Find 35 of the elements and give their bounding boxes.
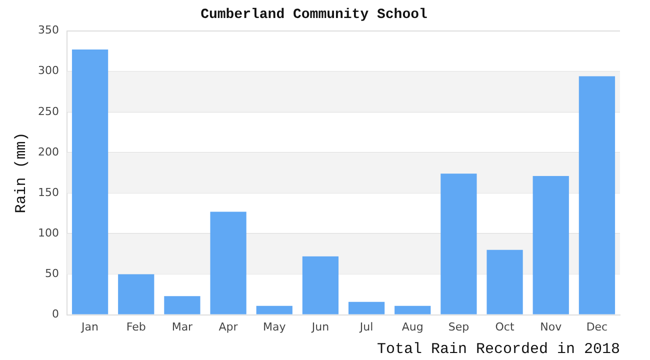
y-tick-label: 200 — [38, 145, 59, 158]
bar — [118, 274, 154, 314]
x-tick-label: Mar — [172, 320, 194, 334]
x-tick-label: Apr — [218, 320, 238, 334]
y-tick-label: 250 — [38, 104, 59, 118]
y-tick-label: 50 — [44, 267, 59, 280]
bar — [486, 250, 523, 314]
bar — [164, 296, 200, 314]
bar — [394, 306, 431, 314]
bar — [72, 49, 108, 314]
y-tick-label: 150 — [38, 186, 59, 199]
x-tick-label: Jul — [358, 320, 374, 334]
bar — [348, 302, 385, 314]
bar — [532, 176, 569, 314]
y-tick-label: 0 — [52, 308, 59, 321]
bar — [302, 256, 339, 314]
x-tick-label: Dec — [586, 320, 608, 334]
x-tick-label: Nov — [540, 320, 562, 334]
x-tick-label: Feb — [126, 320, 146, 334]
x-tick-label: Jan — [80, 320, 99, 334]
y-tick-label: 300 — [38, 64, 59, 78]
y-tick-label: 350 — [38, 24, 59, 37]
y-axis-title: Rain (mm) — [12, 132, 30, 214]
bar — [210, 212, 246, 314]
x-tick-label: Jun — [310, 320, 330, 334]
x-tick-label: Aug — [402, 320, 424, 334]
bar — [256, 306, 292, 314]
x-axis-title: Total Rain Recorded in 2018 — [376, 340, 620, 358]
x-tick-label: Sep — [448, 320, 470, 334]
chart-title: Cumberland Community School — [200, 6, 428, 23]
y-tick-label: 100 — [38, 226, 59, 240]
bar — [440, 174, 477, 314]
x-tick-label: May — [262, 320, 286, 334]
bar — [578, 76, 616, 314]
x-tick-label: Oct — [495, 320, 515, 334]
